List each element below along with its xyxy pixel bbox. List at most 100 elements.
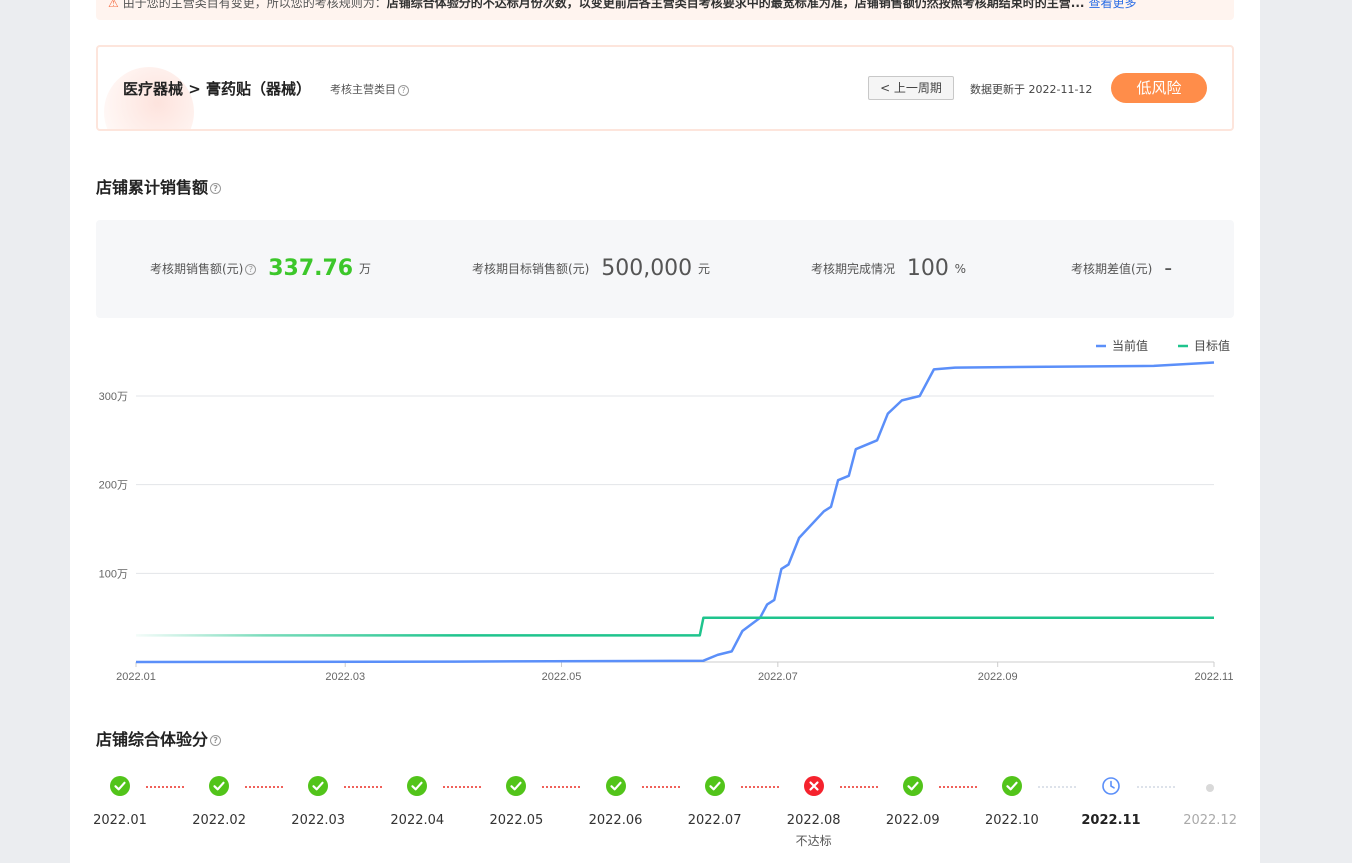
check-icon	[407, 776, 428, 796]
legend-label: 当前值	[1112, 338, 1148, 353]
stat-target-value: 500,000	[601, 256, 693, 281]
timeline-node-2022.10[interactable]: 2022.10	[972, 776, 1052, 828]
timeline-node-2022.12[interactable]: 2022.12	[1170, 776, 1250, 828]
sales-line-chart: 100万 200万 300万 2022.01 2022.03 2022.05 2022.07…	[99, 338, 1234, 683]
check-icon	[209, 776, 230, 796]
sales-stats-panel: 考核期销售额(元)? 337.76 万 考核期目标销售额(元) 500,000 …	[96, 220, 1234, 318]
view-more-link[interactable]: 查看更多	[1088, 0, 1137, 10]
timeline-connector	[839, 786, 878, 788]
help-icon[interactable]: ?	[210, 183, 222, 194]
pending-dot-icon	[1206, 784, 1215, 792]
stat-completion-value: 100	[906, 256, 949, 281]
experience-timeline: 2022.01 2022.02 2022.03 2022.04 2022.05 2022.…	[70, 770, 1260, 860]
experience-section-title-text: 店铺综合体验分	[96, 730, 209, 749]
help-icon[interactable]: ?	[245, 264, 257, 275]
stat-completion: 考核期完成情况 100 %	[811, 256, 966, 281]
x-tick-label: 2022.11	[1195, 671, 1234, 683]
category-card: 医疗器械 > 膏药贴（器械） 考核主营类目? < 上一周期 数据更新于 2022…	[96, 45, 1234, 131]
y-tick-label: 100万	[99, 568, 128, 580]
check-icon	[308, 776, 329, 796]
timeline-node-2022.08[interactable]: 2022.08 不达标	[774, 776, 854, 849]
timeline-connector	[146, 786, 184, 788]
sales-section-title: 店铺累计销售额?	[96, 174, 222, 198]
stat-difference: 考核期差值(元) -	[1071, 256, 1174, 281]
timeline-connector	[1137, 786, 1175, 788]
category-title: 医疗器械 > 膏药贴（器械）	[123, 80, 312, 98]
stat-sales-label: 考核期销售额(元)	[150, 262, 244, 276]
timeline-node-2022.11[interactable]: 2022.11	[1071, 776, 1151, 828]
timeline-connector	[938, 786, 977, 788]
check-icon	[704, 776, 725, 796]
timeline-month-label: 2022.05	[489, 813, 544, 828]
category-change-notice: ⚠ 由于您的主营类目有变更，所以您的考核规则为：店铺综合体验分的不达标月份次数，以…	[96, 0, 1234, 20]
stat-target: 考核期目标销售额(元) 500,000 元	[472, 256, 710, 281]
timeline-connector	[542, 786, 581, 788]
error-icon	[803, 776, 824, 796]
stat-difference-value: -	[1164, 256, 1173, 281]
timeline-status-text: 不达标	[795, 834, 832, 848]
timeline-month-label: 2022.01	[93, 813, 147, 828]
timeline-month-label: 2022.09	[885, 813, 940, 828]
stat-target-label: 考核期目标销售额(元)	[472, 262, 590, 276]
clock-icon	[1102, 777, 1120, 795]
timeline-month-label: 2022.10	[985, 813, 1039, 828]
x-tick-label: 2022.09	[978, 671, 1018, 683]
timeline-connector	[344, 786, 383, 788]
timeline-node-2022.09[interactable]: 2022.09	[873, 776, 953, 828]
card-decoration	[104, 67, 194, 129]
help-icon[interactable]: ?	[398, 84, 409, 96]
check-icon	[110, 776, 130, 796]
stat-target-unit: 元	[698, 262, 711, 276]
page-panel: ⚠ 由于您的主营类目有变更，所以您的考核规则为：店铺综合体验分的不达标月份次数，以…	[70, 0, 1260, 863]
timeline-node-2022.07[interactable]: 2022.07	[675, 776, 755, 828]
stat-completion-unit: %	[954, 262, 967, 276]
risk-badge[interactable]: 低风险	[1111, 73, 1207, 103]
category-sub-label: 考核主营类目?	[330, 81, 409, 97]
legend-label: 目标值	[1194, 338, 1230, 353]
timeline-month-label: 2022.06	[588, 813, 643, 828]
timeline-month-label: 2022.04	[390, 813, 445, 828]
previous-period-button[interactable]: < 上一周期	[868, 76, 954, 100]
timeline-node-2022.04[interactable]: 2022.04	[377, 776, 457, 828]
timeline-connector	[740, 786, 779, 788]
timeline-connector	[641, 786, 680, 788]
timeline-connector	[245, 786, 284, 788]
timeline-node-2022.05[interactable]: 2022.05	[476, 776, 556, 828]
timeline-month-label: 2022.02	[192, 813, 246, 828]
check-icon	[1001, 776, 1022, 796]
notice-rule-text: 店铺综合体验分的不达标月份次数，以变更前后各主营类目考核要求中的最宽标准为准，店…	[386, 0, 1085, 10]
timeline-month-label: 2022.11	[1081, 813, 1141, 828]
y-tick-label: 200万	[99, 480, 128, 492]
x-tick-label: 2022.05	[542, 671, 582, 683]
timeline-node-2022.02[interactable]: 2022.02	[179, 776, 259, 828]
experience-section-title: 店铺综合体验分?	[96, 726, 222, 750]
y-tick-label: 300万	[99, 391, 128, 403]
data-update-time: 数据更新于 2022-11-12	[970, 83, 1093, 96]
warning-icon: ⚠	[108, 0, 119, 10]
timeline-node-2022.06[interactable]: 2022.06	[576, 776, 656, 828]
x-tick-label: 2022.07	[758, 671, 798, 683]
x-tick-label: 2022.03	[325, 671, 365, 683]
current-value-line	[135, 361, 1215, 664]
help-icon[interactable]: ?	[210, 735, 222, 746]
timeline-node-2022.03[interactable]: 2022.03	[278, 776, 358, 828]
stat-sales-value: 337.76	[268, 256, 354, 281]
x-tick-label: 2022.01	[116, 671, 156, 683]
category-sub-text: 考核主营类目	[330, 83, 396, 96]
timeline-month-label: 2022.03	[291, 813, 346, 828]
timeline-node-2022.01[interactable]: 2022.01	[80, 776, 160, 828]
check-icon	[506, 776, 527, 796]
timeline-month-label: 2022.12	[1183, 813, 1237, 828]
timeline-month-label: 2022.08	[786, 813, 841, 828]
check-icon	[605, 776, 626, 796]
check-icon	[902, 776, 923, 796]
stat-completion-label: 考核期完成情况	[811, 262, 896, 276]
stat-sales: 考核期销售额(元)? 337.76 万	[150, 256, 371, 281]
stat-sales-unit: 万	[358, 262, 371, 276]
timeline-connector	[1037, 786, 1076, 788]
stat-difference-label: 考核期差值(元)	[1071, 262, 1153, 276]
timeline-month-label: 2022.07	[687, 813, 742, 828]
sales-section-title-text: 店铺累计销售额	[96, 178, 209, 197]
notice-text: 由于您的主营类目有变更，所以您的考核规则为：	[122, 0, 387, 10]
timeline-connector	[443, 786, 482, 788]
